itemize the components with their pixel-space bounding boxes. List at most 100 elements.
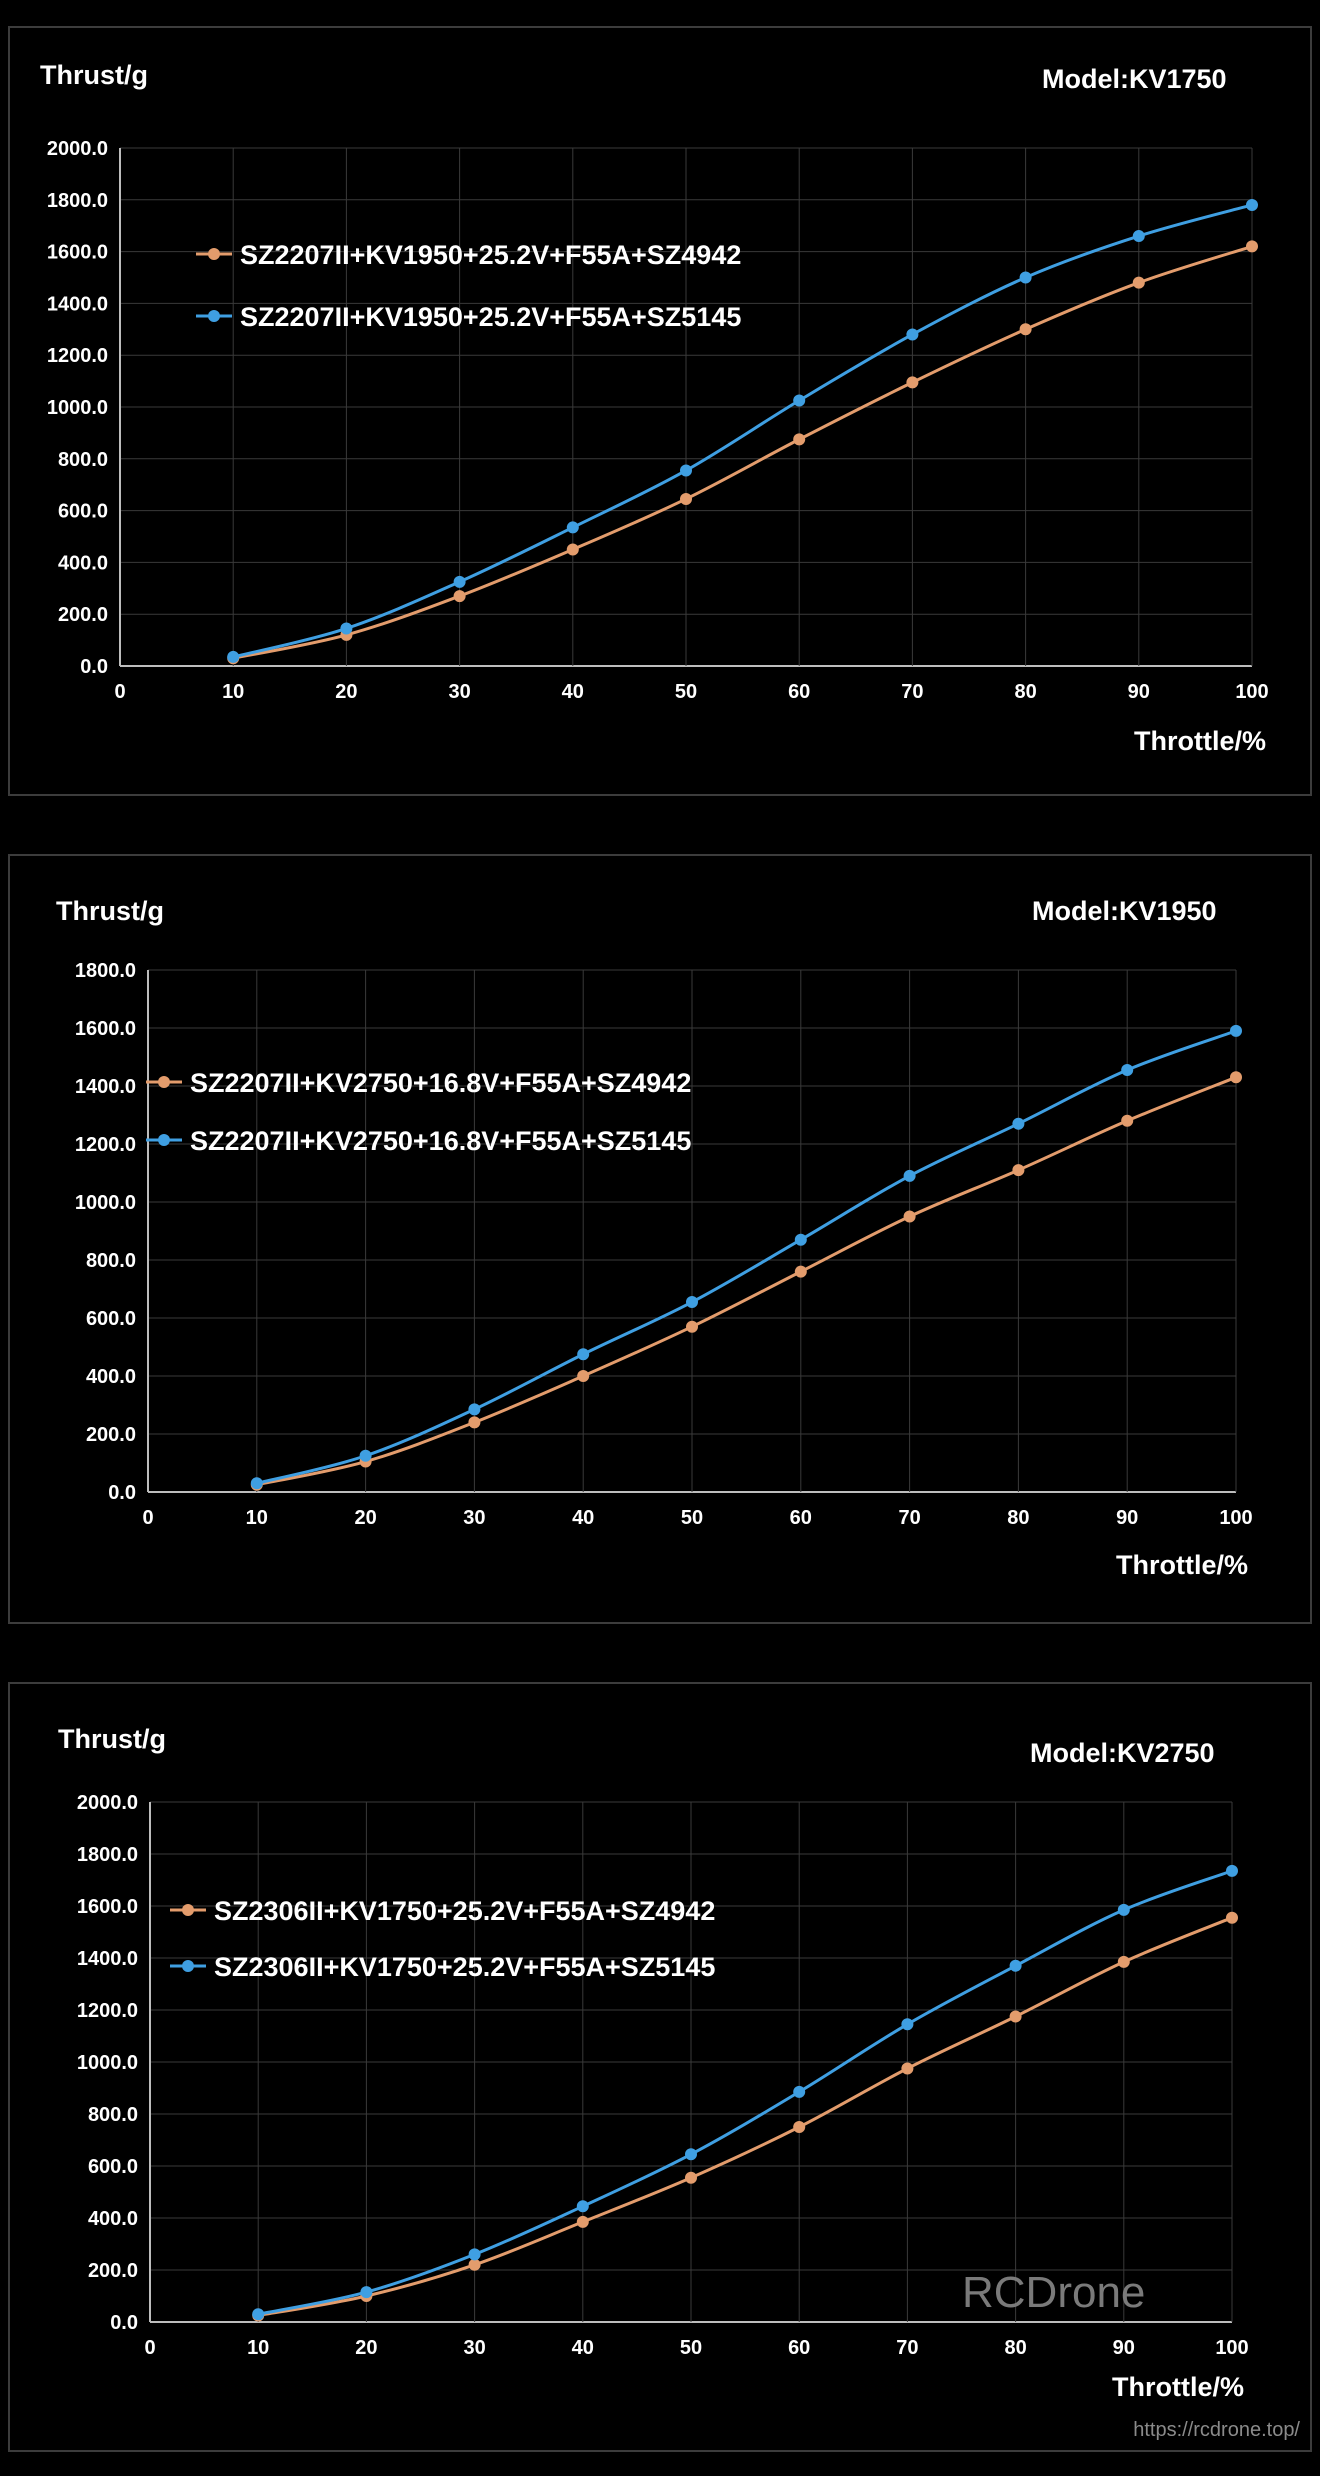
- series-1-point: [1230, 1071, 1242, 1084]
- x-tick-label: 70: [901, 681, 923, 703]
- y-tick-label: 1600.0: [77, 1896, 138, 1918]
- x-tick-label: 0: [144, 2337, 155, 2359]
- y-tick-label: 800.0: [86, 1250, 136, 1272]
- legend-label: SZ2207II+KV2750+16.8V+F55A+SZ4942: [190, 1068, 691, 1098]
- x-tick-label: 20: [354, 1507, 376, 1529]
- y-tick-label: 1600.0: [75, 1018, 136, 1040]
- y-tick-label: 1600.0: [47, 242, 108, 264]
- site-link[interactable]: https://rcdrone.top/: [1133, 2419, 1300, 2441]
- series-1-point: [793, 2121, 806, 2133]
- x-axis-title: Throttle/%: [1116, 1550, 1248, 1580]
- series-1-point: [1132, 276, 1145, 289]
- legend-swatch-marker: [158, 1134, 170, 1146]
- y-tick-label: 200.0: [88, 2260, 138, 2282]
- legend-swatch-marker: [182, 1904, 194, 1916]
- x-tick-label: 40: [562, 681, 584, 703]
- x-tick-label: 10: [246, 1507, 268, 1529]
- chart-panel-3: Thrust/g Model:KV2750 Throttle/% 0.0 200.…: [8, 1682, 1312, 2452]
- y-tick-label: 1200.0: [47, 345, 108, 367]
- x-tick-label: 80: [1014, 681, 1036, 703]
- series-1-point: [468, 1416, 481, 1429]
- x-tick-label: 50: [675, 681, 697, 703]
- x-tick-label: 10: [222, 681, 244, 703]
- series-1-point: [1226, 1911, 1238, 1924]
- series-2-point: [1246, 198, 1258, 211]
- x-tick-label: 40: [572, 2337, 594, 2359]
- x-tick-label: 30: [463, 1507, 485, 1529]
- x-tick-label: 90: [1113, 2337, 1135, 2359]
- model-label: Model:KV1950: [1032, 896, 1217, 926]
- y-tick-label: 1200.0: [75, 1134, 136, 1156]
- x-tick-label: 30: [463, 2337, 485, 2359]
- x-tick-label: 100: [1235, 681, 1268, 703]
- series-2-point: [340, 622, 353, 635]
- y-tick-label: 1200.0: [77, 2000, 138, 2022]
- y-tick-label: 1000.0: [77, 2052, 138, 2074]
- legend-label: SZ2306II+KV1750+25.2V+F55A+SZ4942: [214, 1896, 715, 1926]
- series-1-point: [576, 2215, 589, 2228]
- series-2-point: [227, 650, 240, 663]
- series-1-point: [685, 2171, 697, 2184]
- y-axis-title: Thrust/g: [56, 896, 164, 926]
- x-tick-label: 60: [788, 2337, 810, 2359]
- y-tick-label: 400.0: [58, 552, 108, 574]
- chart-svg-3: 0.0 200.0 400.0 600.0 800.0 1000.0 1200.0 1400.…: [77, 1792, 1249, 2359]
- chart-panel-2: Thrust/g Model:KV1950 Throttle/% 0.0 200.…: [8, 854, 1312, 1624]
- series-1-point: [1246, 240, 1258, 253]
- series-2-point: [794, 1233, 807, 1246]
- y-tick-label: 0.0: [110, 2312, 138, 2334]
- y-tick-label: 600.0: [86, 1308, 136, 1330]
- series-2-point: [453, 575, 466, 588]
- series-1-point: [1121, 1114, 1134, 1127]
- x-tick-label: 0: [114, 681, 125, 703]
- y-tick-label: 0.0: [80, 656, 108, 678]
- x-tick-label: 70: [896, 2337, 918, 2359]
- series-line-1: [257, 1916, 1233, 2317]
- series-line-2: [256, 1029, 1237, 1485]
- y-tick-label: 1800.0: [47, 190, 108, 212]
- x-tick-label: 40: [572, 1507, 594, 1529]
- series-2-point: [686, 1296, 698, 1309]
- y-tick-label: 1000.0: [47, 397, 108, 419]
- y-tick-label: 1800.0: [75, 960, 136, 982]
- series-2-point: [680, 464, 692, 477]
- series-2-point: [468, 1403, 481, 1416]
- series-2-point: [468, 2248, 481, 2261]
- x-tick-label: 20: [355, 2337, 377, 2359]
- series-2-point: [1012, 1117, 1025, 1130]
- y-tick-label: 1400.0: [77, 1948, 138, 1970]
- y-tick-label: 200.0: [86, 1424, 136, 1446]
- series-1-point: [680, 492, 692, 505]
- legend-label: SZ2207II+KV1950+25.2V+F55A+SZ4942: [240, 240, 741, 270]
- series-line-2: [232, 203, 1253, 659]
- y-tick-label: 1800.0: [77, 1844, 138, 1866]
- series-1-point: [794, 1265, 807, 1278]
- x-axis-title: Throttle/%: [1134, 726, 1266, 756]
- series-2-point: [577, 1348, 590, 1361]
- y-tick-label: 200.0: [58, 604, 108, 626]
- model-label: Model:KV1750: [1042, 64, 1227, 94]
- series-1-point: [686, 1320, 698, 1333]
- series-2-point: [360, 2286, 373, 2299]
- series-2-point: [1230, 1024, 1242, 1037]
- series-1-point: [793, 433, 806, 446]
- x-tick-label: 70: [898, 1507, 920, 1529]
- series-1-point: [468, 2258, 481, 2271]
- series-2-point: [359, 1449, 372, 1462]
- legend-swatch-marker: [182, 1960, 194, 1972]
- x-tick-label: 60: [790, 1507, 812, 1529]
- series-2-point: [576, 2200, 589, 2213]
- y-tick-label: 1000.0: [75, 1192, 136, 1214]
- y-axis-title: Thrust/g: [40, 60, 148, 90]
- series-2-point: [250, 1477, 263, 1490]
- series-1-point: [903, 1210, 916, 1223]
- series-2-point: [1226, 1864, 1238, 1877]
- watermark: RCDrone: [962, 2268, 1146, 2317]
- series-1-point: [577, 1370, 590, 1382]
- series-1-point: [1117, 1955, 1130, 1968]
- x-tick-label: 90: [1128, 681, 1150, 703]
- legend-label: SZ2207II+KV2750+16.8V+F55A+SZ5145: [190, 1126, 691, 1156]
- series-line-1: [232, 244, 1253, 660]
- x-tick-label: 80: [1007, 1507, 1029, 1529]
- x-tick-label: 60: [788, 681, 810, 703]
